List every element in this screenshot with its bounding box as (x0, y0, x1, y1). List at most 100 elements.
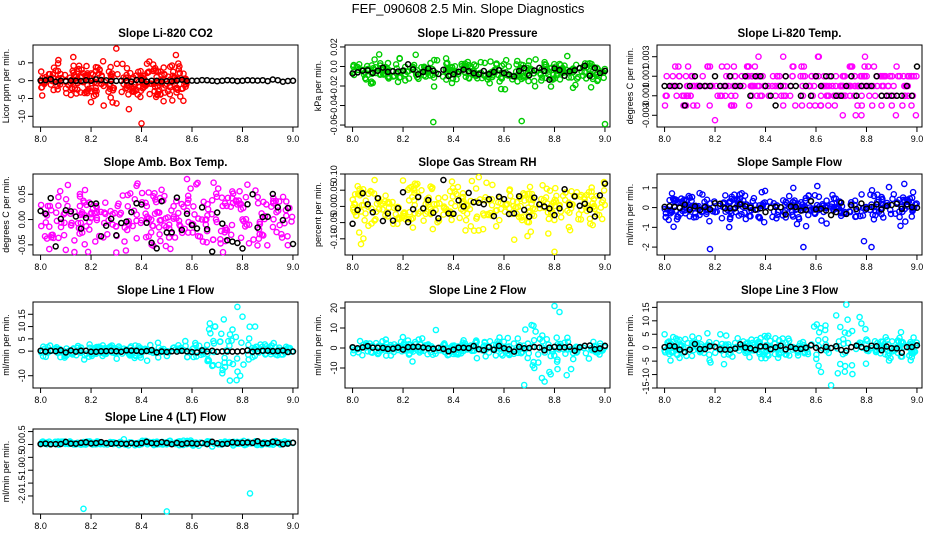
data-point (668, 190, 676, 197)
y-tick-label: 0.0 (329, 60, 339, 73)
data-point (729, 353, 736, 360)
data-point (254, 193, 262, 201)
black-series (37, 437, 297, 448)
data-point (811, 191, 819, 199)
black-point (797, 92, 805, 100)
black-point (118, 219, 125, 227)
data-point (479, 210, 487, 217)
data-point (663, 72, 671, 80)
data-point (539, 181, 546, 189)
black-point (72, 213, 80, 220)
data-point (514, 57, 521, 65)
black-point (62, 349, 70, 356)
black-point (183, 210, 191, 218)
data-point (203, 238, 210, 246)
black-point (802, 82, 810, 90)
data-point (722, 192, 729, 199)
data-point (699, 72, 707, 80)
data-point (240, 361, 247, 368)
data-point (546, 368, 553, 376)
data-point (531, 364, 538, 372)
x-tick-label: 8.2 (397, 262, 410, 272)
data-point (766, 198, 774, 205)
data-point (524, 64, 531, 72)
black-point (470, 342, 477, 350)
data-point (705, 351, 713, 359)
data-point (101, 209, 108, 216)
data-point (217, 240, 224, 247)
black-point (123, 218, 130, 225)
data-point (211, 323, 219, 330)
black-point (193, 77, 201, 85)
data-point (553, 358, 561, 366)
data-point (849, 370, 856, 378)
x-tick-label: 9.0 (287, 134, 300, 144)
data-point (727, 92, 735, 100)
data-point (52, 209, 60, 216)
series-points (661, 180, 920, 253)
data-point (412, 51, 420, 59)
black-point (239, 347, 246, 355)
data-point (565, 223, 573, 231)
data-point (497, 350, 505, 358)
black-point (812, 344, 820, 351)
data-point (851, 82, 859, 90)
data-point (482, 352, 490, 360)
data-point (520, 189, 527, 197)
y-tick-label: -0.02 (329, 76, 339, 97)
data-point (194, 179, 201, 187)
data-point (497, 74, 505, 81)
data-point (497, 85, 505, 93)
y-tick-label: 0 (641, 205, 651, 210)
black-point (460, 203, 467, 210)
y-tick-label: -5 (17, 94, 27, 102)
data-point (78, 229, 86, 236)
data-point (765, 82, 772, 90)
data-point (399, 177, 407, 184)
data-point (360, 235, 367, 242)
y-tick-label: 5 (17, 336, 27, 341)
data-point (880, 82, 887, 90)
data-point (545, 341, 552, 348)
data-point (368, 205, 375, 212)
data-point (107, 207, 114, 215)
data-point (898, 353, 906, 360)
data-point (814, 53, 822, 61)
black-point (244, 347, 251, 354)
data-point (531, 83, 539, 90)
data-point (567, 365, 575, 373)
black-point (742, 72, 749, 80)
data-point (192, 341, 200, 349)
y-tick-label: 0.02 (329, 38, 339, 56)
black-point (359, 190, 366, 197)
data-point (175, 217, 183, 225)
data-point (185, 196, 192, 203)
black-point (767, 204, 774, 211)
black-point (254, 77, 261, 84)
data-point (435, 194, 442, 202)
black-point (561, 72, 568, 79)
data-point (899, 194, 907, 201)
data-point (813, 351, 820, 359)
data-point (143, 213, 151, 220)
data-point (858, 320, 865, 327)
data-point (150, 192, 157, 200)
data-point (486, 209, 494, 217)
data-point (390, 348, 398, 356)
data-point (586, 215, 594, 223)
black-point (681, 348, 689, 356)
data-point (518, 216, 526, 224)
black-point (133, 200, 140, 207)
y-tick-label: -10 (329, 361, 339, 374)
black-point (168, 229, 176, 236)
data-point (725, 223, 733, 231)
black-point (782, 211, 789, 218)
data-point (56, 187, 64, 195)
data-point (525, 77, 532, 85)
black-point (586, 72, 594, 80)
black-point (767, 92, 774, 100)
black-point (843, 210, 850, 218)
data-point (109, 99, 116, 106)
data-point (797, 72, 804, 80)
data-point (818, 217, 825, 224)
